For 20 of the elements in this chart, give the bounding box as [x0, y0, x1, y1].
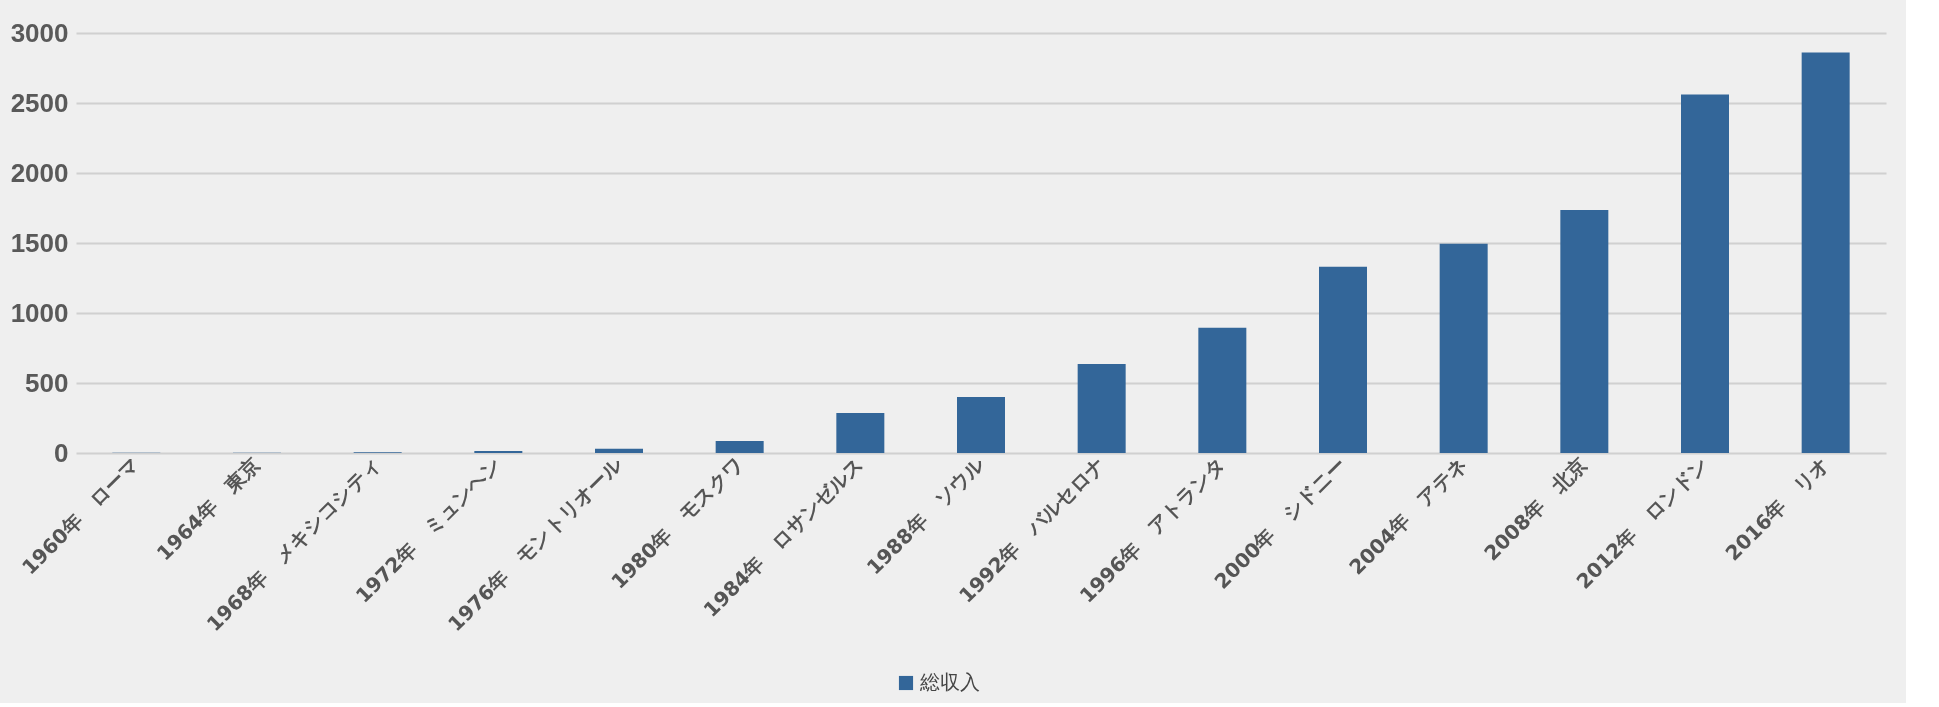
bar [715, 441, 764, 453]
bar [1198, 327, 1247, 453]
y-tick-label: 2500 [10, 87, 69, 118]
bar [1077, 364, 1126, 453]
y-tick-label: 1500 [10, 227, 69, 258]
bar [474, 450, 523, 453]
y-tick-label: 3000 [10, 17, 69, 48]
bar [1681, 94, 1729, 453]
legend-label: 総収入 [919, 670, 980, 694]
bar [1319, 266, 1367, 453]
bar [836, 413, 885, 453]
bar [595, 448, 643, 453]
bar [1801, 52, 1850, 453]
bar [1439, 243, 1488, 453]
bar [1560, 210, 1609, 453]
bar [957, 397, 1005, 453]
y-tick-label: 500 [25, 367, 69, 398]
y-tick-label: 1000 [10, 297, 69, 328]
y-tick-label: 0 [54, 437, 69, 468]
y-tick-label: 2000 [10, 157, 69, 188]
